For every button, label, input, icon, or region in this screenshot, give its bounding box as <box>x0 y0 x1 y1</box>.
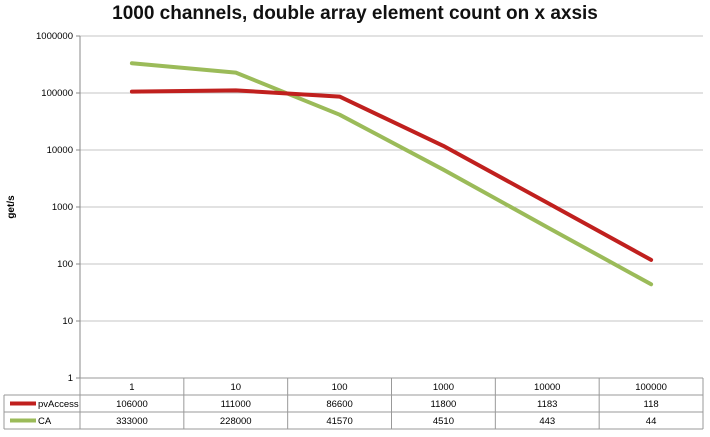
table-cell: 11800 <box>431 399 457 410</box>
x-category-label: 100000 <box>635 382 667 393</box>
data-point <box>339 114 341 116</box>
chart-title: 1000 channels, double array element coun… <box>112 3 598 24</box>
table-cell: 333000 <box>116 416 148 427</box>
legend-label: pvAccess <box>38 399 79 410</box>
data-point <box>442 169 444 171</box>
y-axis-ticks: 1 10 100 1000 10000 100000 1000000 <box>36 31 80 384</box>
x-category-label: 1000 <box>433 382 454 393</box>
table-cell: 106000 <box>116 399 148 410</box>
data-point <box>131 91 133 93</box>
data-point <box>235 89 237 91</box>
table-cell: 443 <box>539 416 555 427</box>
y-tick-label: 10000 <box>47 145 73 156</box>
data-point <box>442 145 444 147</box>
table-cell: 111000 <box>221 399 251 410</box>
table-cell: 1183 <box>537 399 557 410</box>
grid-lines <box>80 35 703 379</box>
y-tick-label: 100 <box>57 259 73 270</box>
legend-label: CA <box>38 416 52 427</box>
data-point <box>650 283 652 285</box>
data-point <box>339 96 341 98</box>
x-category-label: 10 <box>230 382 241 393</box>
series-lines <box>129 61 654 287</box>
y-tick-label: 1000 <box>52 202 73 213</box>
data-point <box>546 226 548 228</box>
table-cell: 44 <box>646 416 657 427</box>
data-point <box>235 72 237 74</box>
table-cell: 228000 <box>220 416 252 427</box>
y-tick-label: 1 <box>68 373 73 384</box>
x-category-label: 100 <box>332 382 348 393</box>
x-category-label: 1 <box>129 382 134 393</box>
y-tick-label: 100000 <box>41 88 73 99</box>
series-line-ca <box>129 61 654 287</box>
table-cell: 41570 <box>326 416 352 427</box>
table-cell: 86600 <box>326 399 352 410</box>
table-cell: 4510 <box>433 416 454 427</box>
data-point <box>131 62 133 64</box>
x-category-label: 10000 <box>534 382 560 393</box>
y-tick-label: 10 <box>62 316 73 327</box>
table-cell: 118 <box>644 399 659 410</box>
data-point <box>650 259 652 261</box>
y-axis-label: get/s <box>6 195 17 219</box>
data-table: 1 10 100 1000 10000 100000 pvAccess 106000 11100… <box>3 377 704 430</box>
data-point <box>546 202 548 204</box>
y-tick-label: 1000000 <box>36 31 73 42</box>
series-line-pvaccess <box>129 88 654 262</box>
